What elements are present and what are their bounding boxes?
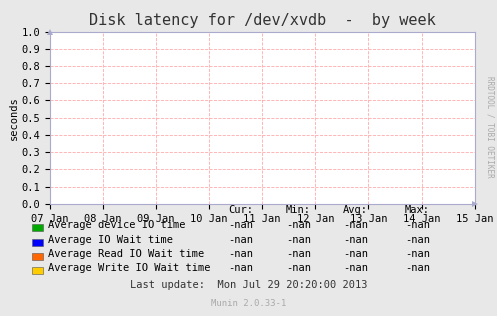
Text: -nan: -nan — [286, 220, 311, 230]
Text: Min:: Min: — [286, 205, 311, 215]
Text: Average Write IO Wait time: Average Write IO Wait time — [48, 263, 210, 273]
Text: -nan: -nan — [286, 234, 311, 245]
Text: Average device IO time: Average device IO time — [48, 220, 185, 230]
Text: Avg:: Avg: — [343, 205, 368, 215]
Text: -nan: -nan — [229, 234, 253, 245]
Text: RRDTOOL / TOBI OETIKER: RRDTOOL / TOBI OETIKER — [486, 76, 495, 177]
Text: -nan: -nan — [229, 220, 253, 230]
Text: -nan: -nan — [343, 263, 368, 273]
Text: Average Read IO Wait time: Average Read IO Wait time — [48, 249, 204, 259]
Text: -nan: -nan — [229, 249, 253, 259]
Text: -nan: -nan — [286, 249, 311, 259]
Text: -nan: -nan — [405, 234, 430, 245]
Text: Average IO Wait time: Average IO Wait time — [48, 234, 173, 245]
Text: Cur:: Cur: — [229, 205, 253, 215]
Text: -nan: -nan — [405, 263, 430, 273]
Text: -nan: -nan — [343, 234, 368, 245]
Text: -nan: -nan — [286, 263, 311, 273]
Text: -nan: -nan — [343, 249, 368, 259]
Text: Last update:  Mon Jul 29 20:20:00 2013: Last update: Mon Jul 29 20:20:00 2013 — [130, 280, 367, 289]
Text: -nan: -nan — [229, 263, 253, 273]
Text: -nan: -nan — [405, 220, 430, 230]
Text: Munin 2.0.33-1: Munin 2.0.33-1 — [211, 299, 286, 307]
Text: -nan: -nan — [405, 249, 430, 259]
Text: -nan: -nan — [343, 220, 368, 230]
Text: Max:: Max: — [405, 205, 430, 215]
Y-axis label: seconds: seconds — [8, 96, 18, 140]
Title: Disk latency for /dev/xvdb  -  by week: Disk latency for /dev/xvdb - by week — [89, 13, 435, 28]
